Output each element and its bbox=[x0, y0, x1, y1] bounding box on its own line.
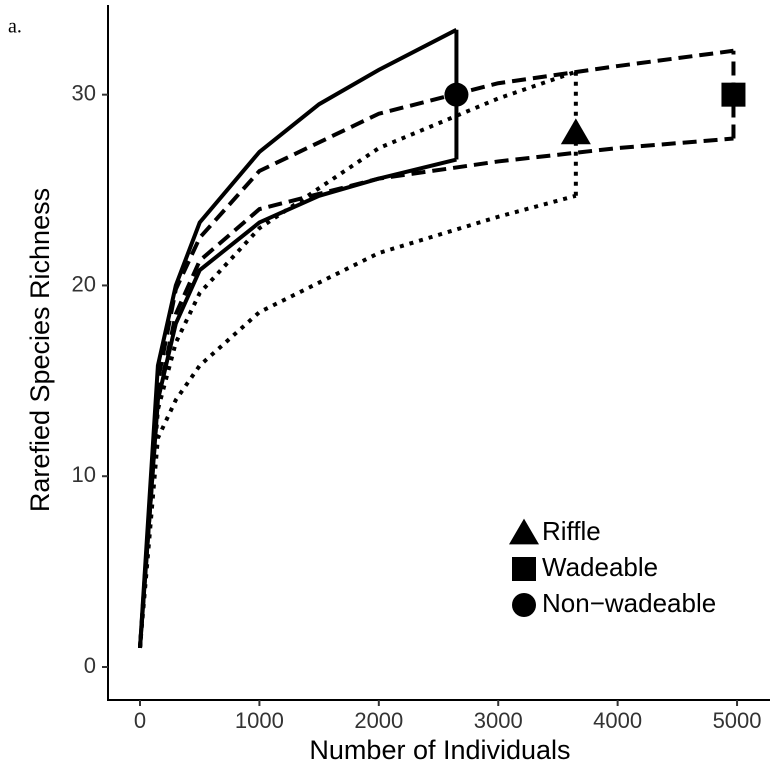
legend-label: Wadeable bbox=[542, 552, 658, 582]
envelope-lower bbox=[138, 193, 577, 649]
marker bbox=[512, 557, 536, 581]
x-tick-label: 5000 bbox=[713, 708, 762, 733]
marker bbox=[509, 518, 539, 545]
y-tick-label: 0 bbox=[84, 653, 96, 678]
marker bbox=[560, 118, 591, 145]
y-tick-label: 10 bbox=[72, 462, 96, 487]
envelope-lower bbox=[138, 157, 457, 649]
x-tick-label: 4000 bbox=[593, 708, 642, 733]
legend-label: Non−wadeable bbox=[542, 588, 716, 618]
x-tick-label: 3000 bbox=[474, 708, 523, 733]
legend-label: Riffle bbox=[542, 516, 601, 546]
x-tick-label: 1000 bbox=[235, 708, 284, 733]
marker bbox=[444, 82, 469, 107]
x-tick-label: 0 bbox=[134, 708, 146, 733]
marker bbox=[721, 82, 746, 107]
y-tick-label: 20 bbox=[72, 271, 96, 296]
marker bbox=[512, 593, 536, 617]
x-tick-label: 2000 bbox=[354, 708, 403, 733]
y-axis-label: Rarefied Species Richness bbox=[25, 188, 55, 512]
y-tick-label: 30 bbox=[72, 80, 96, 105]
panel-label: a. bbox=[8, 16, 22, 38]
envelope-upper bbox=[138, 48, 734, 649]
envelope-upper bbox=[138, 69, 577, 649]
envelope-upper bbox=[138, 28, 458, 649]
x-axis-label: Number of Individuals bbox=[309, 735, 570, 765]
